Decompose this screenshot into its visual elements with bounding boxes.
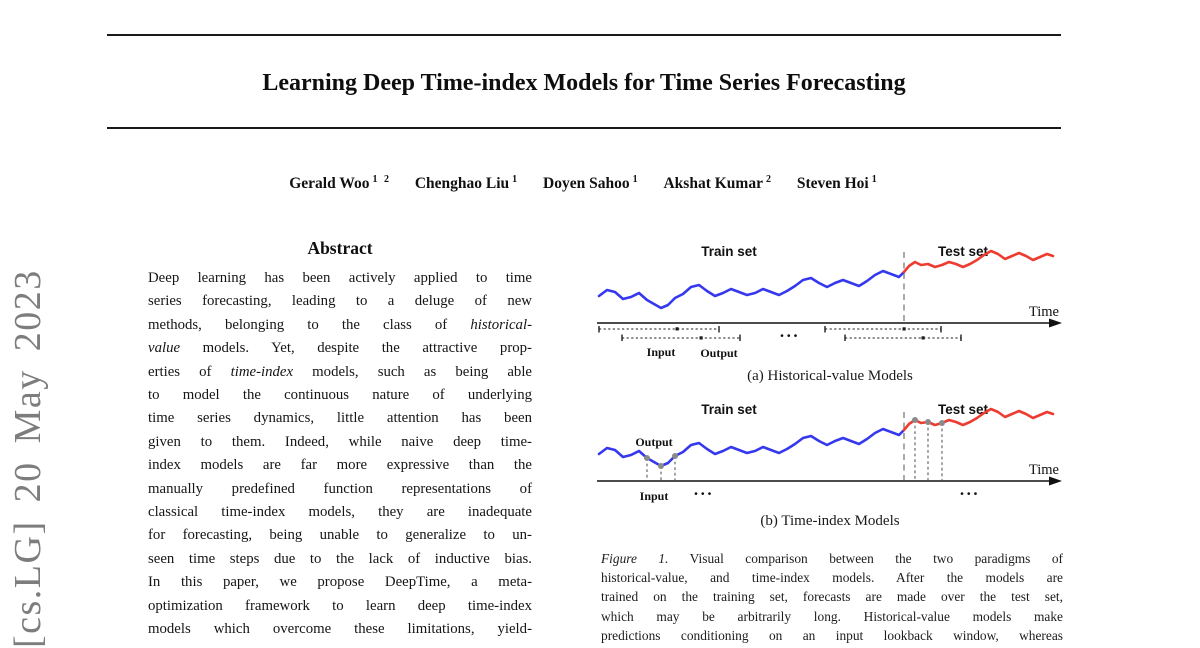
author: Akshat Kumar 2 [663,174,772,193]
figure-panel-b: Train set Test set Output Time Input ...… [597,402,1062,503]
abstract-heading: Abstract [307,238,373,258]
subcaption-a: (a) Historical-value Models [747,368,913,384]
authors-row: Gerald Woo 1 2 Chenghao Liu 1 Doyen Sahoo 1… [107,174,1061,193]
sliding-window-bracket [824,326,942,333]
subcaption-b: (b) Time-index Models [760,513,900,529]
text-line: historical-value, and time-index models.… [601,570,1063,586]
time-axis-label: Time [1029,304,1059,320]
text-line: to model the continuous nature of underl… [148,387,532,404]
text-line: series forecasting, leading to a deluge … [148,293,532,310]
train-set-label: Train set [701,402,757,417]
text-line: Deep learning has been actively applied … [148,270,532,286]
text-line: predictions conditioning on an input loo… [601,627,1063,643]
text-line: for forecasting, being unable to general… [148,527,532,544]
sliding-window-bracket [598,326,720,333]
test-series-curve [902,249,1055,274]
figure-panel-a: Train set Test set Time Input Output ... [597,244,1062,360]
header-rule-bottom [107,127,1061,129]
header-rule-top [107,34,1061,36]
text-line: value models. Yet, despite the attractiv… [148,340,532,357]
text-line: classical time-index models, they are in… [148,504,532,521]
time-axis-label: Time [1029,462,1059,478]
author-name: Akshat Kumar [663,175,763,193]
text-line: which may be arbitrarily long. Historica… [601,608,1063,624]
author: Doyen Sahoo 1 [543,174,640,193]
paper-title: Learning Deep Time-index Models for Time… [262,70,906,96]
output-label: Output [635,435,672,449]
test-set-label: Test set [938,402,989,417]
author-affiliation-superscript: 1 [871,174,879,185]
author: Steven Hoi 1 [797,174,879,193]
time-axis-arrow [1049,318,1062,328]
author-affiliation-superscript: 2 [765,174,773,185]
train-series-curve [597,427,906,468]
text-line: In this paper, we propose DeepTime, a me… [148,574,532,591]
author-name: Chenghao Liu [414,175,510,193]
train-set-label: Train set [701,244,757,259]
text-line: erties of time-index models, such as bei… [148,363,532,380]
input-label: Input [640,489,669,503]
text-line: Figure 1. Visual comparison between the … [601,551,1064,566]
sliding-window-bracket [844,334,962,341]
text-line: trained on the training set, forecasts a… [601,589,1063,605]
author-name: Gerald Woo [289,175,370,193]
ellipsis: ... [780,322,800,341]
author: Gerald Woo 1 2 [289,174,391,193]
author-affiliation-superscript: 1 2 [372,174,391,185]
ellipsis: ... [960,480,980,499]
author-name: Steven Hoi [796,175,869,193]
author-name: Doyen Sahoo [543,175,630,193]
test-set-label: Test set [938,244,989,259]
text-line: time series dynamics, little attention h… [148,410,532,427]
text-line: index models are far more expressive tha… [148,457,532,474]
input-label: Input [647,345,676,359]
text-line: optimization framework to learn deep tim… [148,597,532,614]
text-line: methods, belonging to the class of histo… [148,316,532,333]
author: Chenghao Liu 1 [415,174,519,193]
abstract-text: Deep learning has been actively applied … [148,267,532,642]
output-label: Output [700,346,737,360]
forecast-sample-points [912,417,945,480]
author-affiliation-superscript: 1 [512,174,520,185]
time-axis-arrow [1049,476,1062,486]
text-line: given to them. Indeed, while naive deep … [148,433,532,450]
text-line: seen time steps due to the lack of induc… [148,550,532,567]
author-affiliation-superscript: 1 [632,174,640,185]
text-line: manually predefined function representat… [148,480,532,497]
text-line: models which overcome these limitations,… [148,621,532,638]
ellipsis: ... [694,480,714,499]
figure-caption: Figure 1. Visual comparison between the … [601,549,1063,645]
train-series-curve [597,269,906,310]
arxiv-banner: [cs.LG] 20 May 2023 [7,269,49,648]
forecast-sample-points [644,453,678,480]
sliding-window-bracket [621,334,741,341]
